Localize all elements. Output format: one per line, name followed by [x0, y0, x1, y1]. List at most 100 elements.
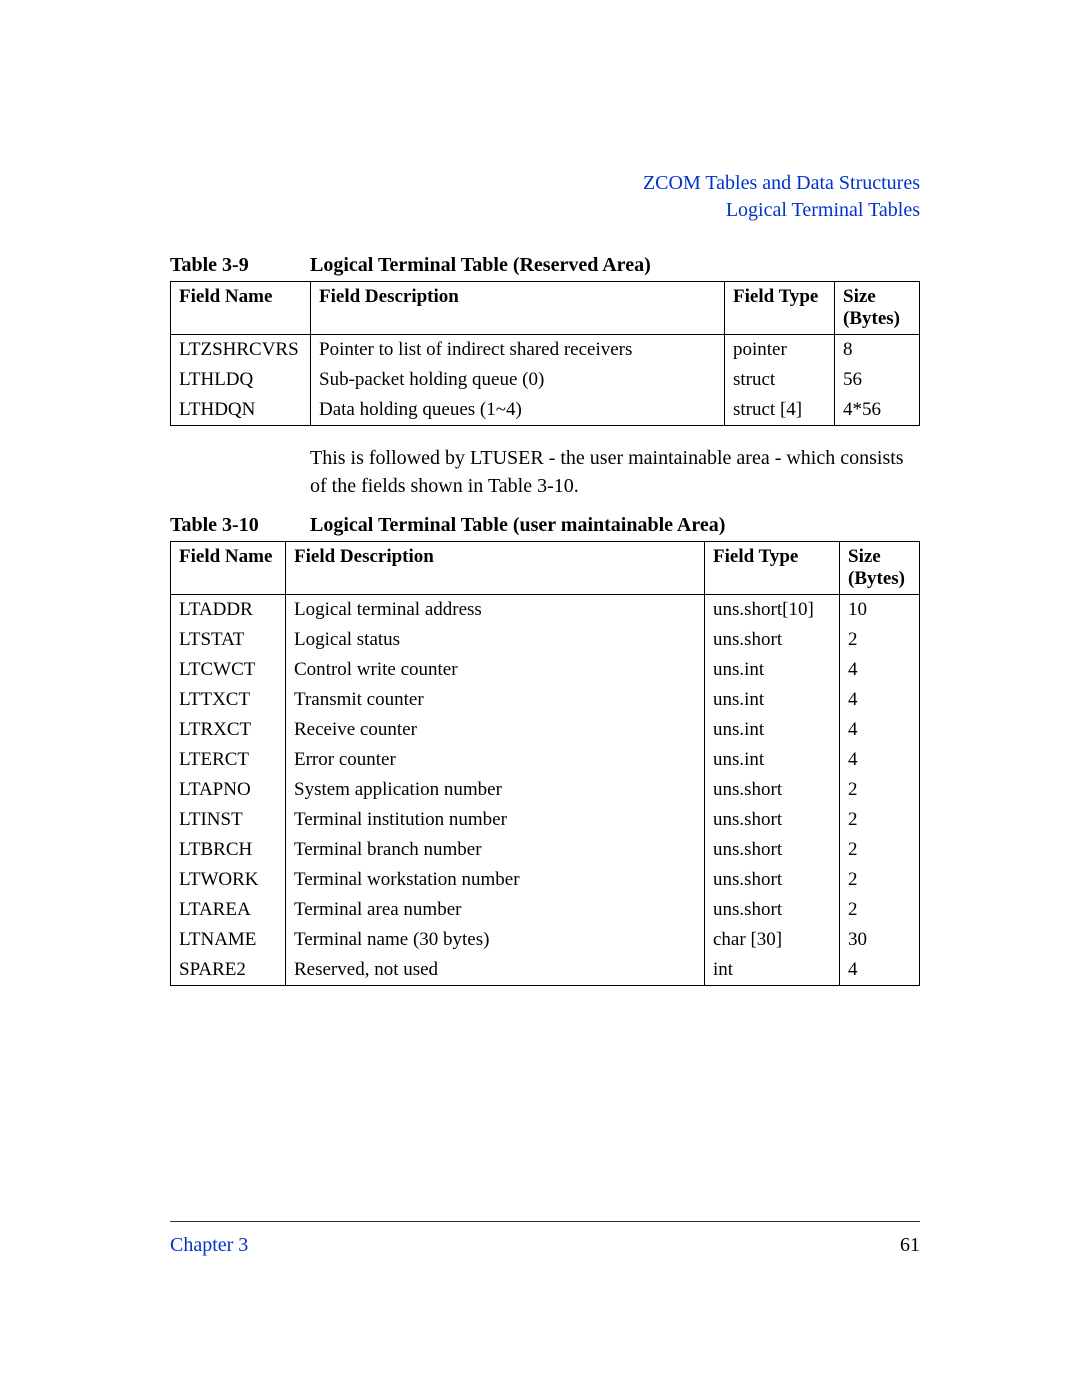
header-section-title: ZCOM Tables and Data Structures [170, 170, 920, 197]
table-cell: uns.short [705, 865, 840, 895]
table-cell: 4 [840, 655, 920, 685]
table-cell: Transmit counter [286, 685, 705, 715]
table-cell: uns.short [705, 835, 840, 865]
table-cell: struct [725, 365, 835, 395]
table-cell: uns.int [705, 655, 840, 685]
table-cell: LTAREA [171, 895, 286, 925]
table-cell: Terminal institution number [286, 805, 705, 835]
table-cell: int [705, 955, 840, 986]
table-cell: Logical terminal address [286, 595, 705, 626]
table-cell: LTINST [171, 805, 286, 835]
table-10-body: LTADDRLogical terminal addressuns.short[… [171, 595, 920, 986]
footer-page-number: 61 [900, 1234, 920, 1257]
table-row: LTZSHRCVRSPointer to list of indirect sh… [171, 335, 920, 366]
table-cell: Logical status [286, 625, 705, 655]
table-cell: LTZSHRCVRS [171, 335, 311, 366]
col-field-type: Field Type [705, 542, 840, 595]
footer-rule [170, 1221, 920, 1222]
table-cell: Terminal workstation number [286, 865, 705, 895]
table-cell: Error counter [286, 745, 705, 775]
table-cell: 56 [835, 365, 920, 395]
table-cell: LTHLDQ [171, 365, 311, 395]
table-cell: 4 [840, 955, 920, 986]
col-field-description: Field Description [311, 282, 725, 335]
table-cell: Control write counter [286, 655, 705, 685]
header-subsection-title: Logical Terminal Tables [170, 197, 920, 224]
table-row: LTSTATLogical statusuns.short2 [171, 625, 920, 655]
table-cell: Data holding queues (1~4) [311, 395, 725, 426]
table-9-body: LTZSHRCVRSPointer to list of indirect sh… [171, 335, 920, 426]
table-cell: Reserved, not used [286, 955, 705, 986]
table-cell: uns.int [705, 745, 840, 775]
table-cell: Receive counter [286, 715, 705, 745]
table-cell: 4 [840, 685, 920, 715]
table-header-row: Field Name Field Description Field Type … [171, 542, 920, 595]
table-row: LTERCTError counteruns.int4 [171, 745, 920, 775]
table-cell: LTRXCT [171, 715, 286, 745]
table-cell: LTSTAT [171, 625, 286, 655]
table-cell: LTWORK [171, 865, 286, 895]
table-cell: 4*56 [835, 395, 920, 426]
table-cell: 4 [840, 715, 920, 745]
table-cell: 10 [840, 595, 920, 626]
table-row: LTTXCTTransmit counteruns.int4 [171, 685, 920, 715]
table-cell: LTCWCT [171, 655, 286, 685]
page: ZCOM Tables and Data Structures Logical … [0, 0, 1080, 1397]
running-header: ZCOM Tables and Data Structures Logical … [170, 170, 920, 224]
table-cell: System application number [286, 775, 705, 805]
col-field-type: Field Type [725, 282, 835, 335]
table-10: Field Name Field Description Field Type … [170, 541, 920, 986]
table-cell: uns.short [705, 805, 840, 835]
table-cell: 4 [840, 745, 920, 775]
table-cell: 2 [840, 895, 920, 925]
table-cell: 2 [840, 625, 920, 655]
table-cell: char [30] [705, 925, 840, 955]
table-cell: uns.int [705, 685, 840, 715]
table-cell: SPARE2 [171, 955, 286, 986]
table-cell: 2 [840, 775, 920, 805]
col-size-bytes: Size (Bytes) [835, 282, 920, 335]
table-row: LTBRCHTerminal branch numberuns.short2 [171, 835, 920, 865]
table-cell: uns.int [705, 715, 840, 745]
table-9-caption: Logical Terminal Table (Reserved Area) [310, 254, 651, 277]
table-row: LTAPNOSystem application numberuns.short… [171, 775, 920, 805]
table-9: Field Name Field Description Field Type … [170, 281, 920, 426]
table-row: LTINSTTerminal institution numberuns.sho… [171, 805, 920, 835]
table-header-row: Field Name Field Description Field Type … [171, 282, 920, 335]
table-cell: Terminal area number [286, 895, 705, 925]
table-cell: LTADDR [171, 595, 286, 626]
table-row: LTAREATerminal area numberuns.short2 [171, 895, 920, 925]
col-size-bytes: Size (Bytes) [840, 542, 920, 595]
table-row: LTCWCTControl write counteruns.int4 [171, 655, 920, 685]
table-10-label: Table 3-10 [170, 514, 310, 537]
table-row: LTADDRLogical terminal addressuns.short[… [171, 595, 920, 626]
footer-chapter: Chapter 3 [170, 1234, 248, 1257]
table-row: LTRXCTReceive counteruns.int4 [171, 715, 920, 745]
table-cell: pointer [725, 335, 835, 366]
table-cell: uns.short [705, 775, 840, 805]
table-cell: LTNAME [171, 925, 286, 955]
table-10-caption-row: Table 3-10 Logical Terminal Table (user … [170, 514, 920, 537]
table-cell: LTAPNO [171, 775, 286, 805]
table-cell: uns.short [705, 625, 840, 655]
table-cell: uns.short[10] [705, 595, 840, 626]
table-cell: LTERCT [171, 745, 286, 775]
col-field-name: Field Name [171, 282, 311, 335]
table-cell: Terminal name (30 bytes) [286, 925, 705, 955]
table-cell: Pointer to list of indirect shared recei… [311, 335, 725, 366]
table-cell: 30 [840, 925, 920, 955]
table-cell: LTTXCT [171, 685, 286, 715]
table-cell: LTHDQN [171, 395, 311, 426]
table-cell: Sub-packet holding queue (0) [311, 365, 725, 395]
table-cell: uns.short [705, 895, 840, 925]
page-footer: Chapter 3 61 [170, 1234, 920, 1257]
table-row: LTWORKTerminal workstation numberuns.sho… [171, 865, 920, 895]
table-row: LTNAMETerminal name (30 bytes)char [30]3… [171, 925, 920, 955]
table-cell: LTBRCH [171, 835, 286, 865]
table-row: LTHDQNData holding queues (1~4)struct [4… [171, 395, 920, 426]
table-cell: 8 [835, 335, 920, 366]
table-cell: 2 [840, 835, 920, 865]
col-field-description: Field Description [286, 542, 705, 595]
table-9-label: Table 3-9 [170, 254, 310, 277]
table-cell: 2 [840, 865, 920, 895]
